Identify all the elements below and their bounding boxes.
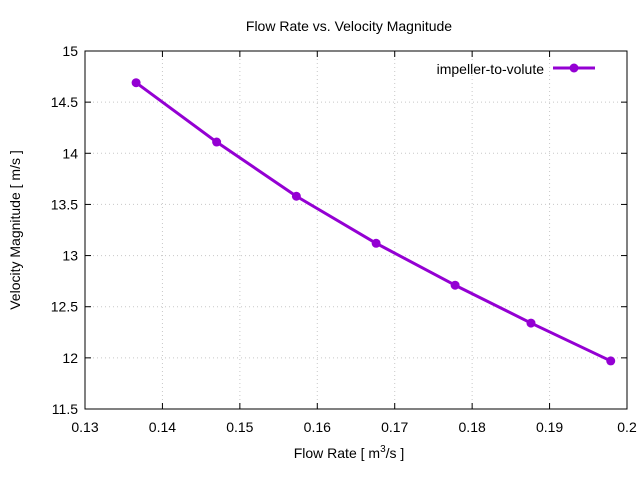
legend: impeller-to-volute <box>437 61 595 77</box>
x-tick-label: 0.18 <box>459 419 486 435</box>
series-line <box>135 81 612 363</box>
x-tick-label: 0.19 <box>536 419 563 435</box>
data-point <box>371 238 381 248</box>
y-tick-labels: 11.5 12 12.5 13 13.5 14 14.5 15 <box>51 43 78 417</box>
y-tick-label: 11.5 <box>52 401 78 417</box>
x-tick-label: 0.15 <box>226 419 253 435</box>
y-tick-label: 12.5 <box>51 299 78 315</box>
plot-border <box>84 50 628 410</box>
data-point <box>291 191 301 201</box>
chart-title: Flow Rate vs. Velocity Magnitude <box>246 18 452 34</box>
y-tick-label: 12 <box>62 350 78 366</box>
data-point <box>131 78 141 88</box>
x-axis-label-main: Flow Rate [ m <box>294 445 380 461</box>
data-point <box>606 356 616 366</box>
data-series <box>131 78 616 366</box>
data-point <box>212 137 222 147</box>
x-tick-label: 0.16 <box>304 419 331 435</box>
data-point <box>450 280 460 290</box>
legend-label: impeller-to-volute <box>437 61 545 77</box>
x-axis-label: Flow Rate [ m3/s ] <box>294 444 405 461</box>
x-axis-label-tail: /s ] <box>386 445 405 461</box>
data-point <box>526 318 536 328</box>
x-tick-labels: 0.13 0.14 0.15 0.16 0.17 0.18 0.19 0.2 <box>71 419 637 435</box>
y-tick-label: 15 <box>62 43 78 59</box>
x-tick-label: 0.2 <box>617 419 637 435</box>
y-tick-label: 14 <box>62 145 78 161</box>
y-tick-label: 14.5 <box>51 94 78 110</box>
y-tick-label: 13 <box>62 248 78 264</box>
y-axis-label: Velocity Magnitude [ m/s ] <box>7 150 23 310</box>
x-axis-label-sup: 3 <box>380 444 386 455</box>
x-tick-label: 0.13 <box>71 419 98 435</box>
x-tick-label: 0.14 <box>149 419 176 435</box>
legend-marker <box>569 63 579 73</box>
y-tick-label: 13.5 <box>51 196 78 212</box>
x-tick-label: 0.17 <box>381 419 408 435</box>
